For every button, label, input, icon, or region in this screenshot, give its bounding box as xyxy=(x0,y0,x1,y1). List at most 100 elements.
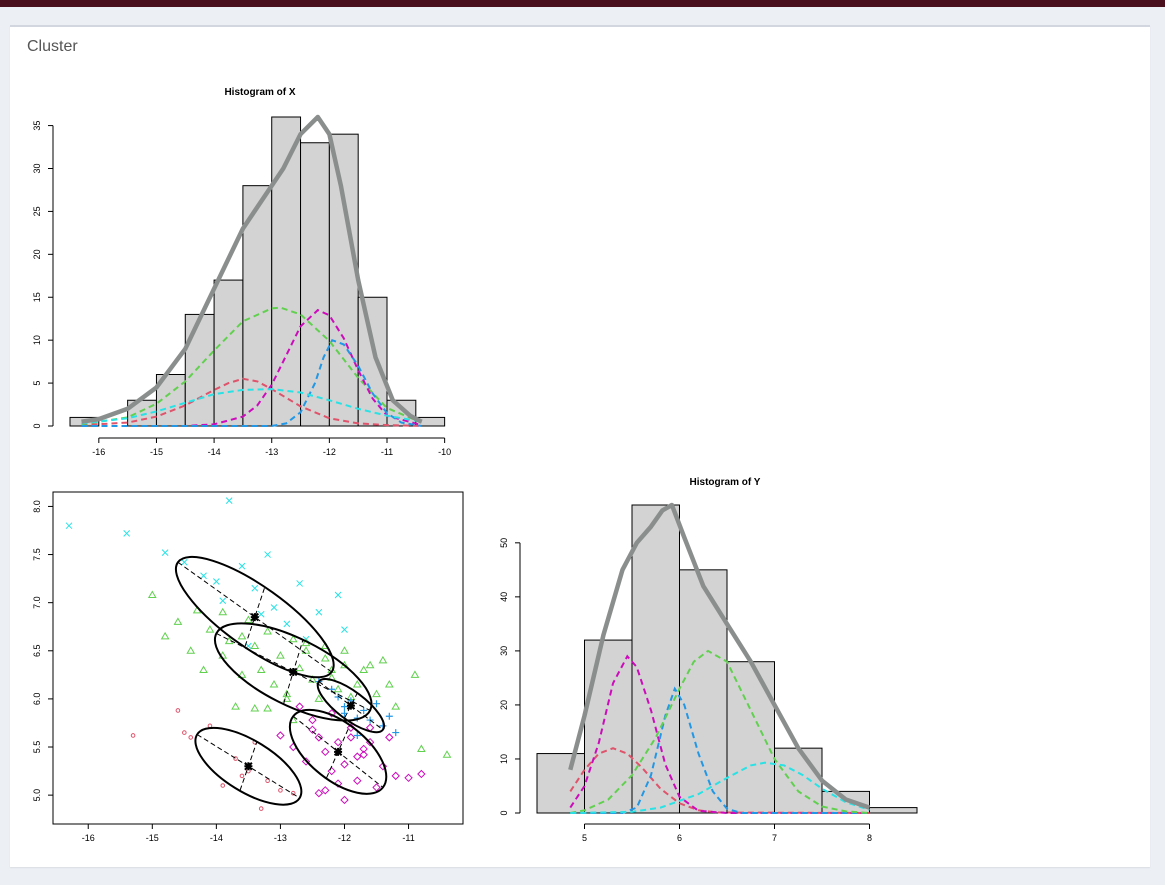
histogram-bar xyxy=(821,790,870,814)
point-green xyxy=(288,634,298,643)
x-tick-label: -13 xyxy=(274,833,287,843)
histogram-bar xyxy=(357,296,388,427)
y-tick-label: 40 xyxy=(499,592,509,602)
x-tick-label: -11 xyxy=(402,833,414,843)
point-green xyxy=(244,615,253,623)
point-magenta xyxy=(353,776,362,785)
point-magenta xyxy=(378,762,388,771)
histogram-bar xyxy=(184,313,215,427)
histogram-bar xyxy=(679,569,728,814)
point-green xyxy=(205,625,215,633)
y-tick-label: 20 xyxy=(499,700,509,710)
x-tick-label: -14 xyxy=(210,833,223,843)
point-green xyxy=(320,653,330,662)
point-magenta xyxy=(327,766,336,776)
point-magenta xyxy=(346,733,356,742)
point-green xyxy=(391,702,401,710)
point-green xyxy=(218,607,228,616)
cluster-center xyxy=(289,667,298,677)
total-density-curve xyxy=(81,114,423,424)
point-green xyxy=(333,684,343,693)
point-magenta xyxy=(314,788,324,798)
x-tick-label: 6 xyxy=(677,833,682,843)
point-magenta xyxy=(327,709,336,718)
point-red xyxy=(290,790,296,796)
cluster-scatter-plot: -16 -15 -14 -13 -12 -11 5.0 5.5 6.0 6.5 7.0 7.5 8.0 xyxy=(32,491,464,843)
histogram-x: Histogram of X -16 -15 -14 -13 -12 -11 -10 0 5 10… xyxy=(32,87,451,457)
point-cyan xyxy=(334,591,342,599)
x-tick-label: -14 xyxy=(208,447,221,457)
y-tick-label: 0 xyxy=(32,423,42,428)
point-red xyxy=(258,806,264,811)
x-tick-label: -10 xyxy=(438,447,451,457)
point-cyan xyxy=(341,626,348,633)
point-cyan xyxy=(251,584,259,592)
point-cyan xyxy=(65,522,73,530)
point-green xyxy=(340,646,349,654)
point-magenta xyxy=(321,786,330,795)
x-tick-label: 7 xyxy=(772,833,777,843)
x-tick-label: 5 xyxy=(582,833,587,843)
point-green xyxy=(301,646,311,654)
histogram-bar xyxy=(328,133,359,427)
histogram-bar xyxy=(271,116,302,427)
point-blue xyxy=(360,706,368,714)
histogram-bar xyxy=(584,639,633,814)
histogram-bar xyxy=(213,279,244,427)
y-tick-label: 30 xyxy=(32,163,42,173)
top-navbar xyxy=(0,0,1165,7)
point-magenta xyxy=(391,771,400,781)
point-cyan xyxy=(315,608,323,616)
x-tick-label: 8 xyxy=(867,833,872,843)
ellipse-minor-axis xyxy=(244,588,265,647)
y-tick-label: 5.5 xyxy=(32,741,42,754)
component-density-cyan xyxy=(570,761,870,814)
point-cyan xyxy=(213,578,220,585)
point-magenta xyxy=(417,769,426,779)
point-green xyxy=(250,641,260,649)
y-tick-label: 6.0 xyxy=(32,693,42,706)
y-tick-label: 5 xyxy=(32,381,42,386)
point-green xyxy=(282,689,292,698)
point-magenta xyxy=(404,773,413,783)
component-density-cyan xyxy=(81,388,422,425)
point-magenta xyxy=(340,795,349,805)
point-green xyxy=(263,704,272,712)
point-blue xyxy=(385,712,393,720)
point-cyan xyxy=(238,562,246,570)
point-cyan xyxy=(283,620,291,628)
point-magenta xyxy=(359,744,368,754)
point-green xyxy=(269,679,279,688)
point-red xyxy=(130,733,136,738)
x-tick-label: -13 xyxy=(265,447,278,457)
component-density-magenta xyxy=(569,654,870,814)
histogram-y-title: Histogram of Y xyxy=(690,477,761,488)
point-cyan xyxy=(161,549,169,556)
point-blue xyxy=(340,703,348,711)
y-tick-label: 35 xyxy=(32,121,42,131)
point-red xyxy=(239,773,245,779)
y-tick-label: 20 xyxy=(32,249,42,259)
point-green xyxy=(314,694,324,702)
ellipse-major-axis xyxy=(216,633,371,711)
point-cyan xyxy=(270,604,278,611)
point-green xyxy=(237,631,247,640)
point-green xyxy=(442,750,452,758)
point-cyan xyxy=(257,610,265,618)
histogram-x-title: Histogram of X xyxy=(224,87,295,98)
point-green xyxy=(384,679,394,688)
histogram-bar xyxy=(631,504,680,814)
point-red xyxy=(265,778,270,783)
y-tick-label: 25 xyxy=(32,206,42,216)
point-green xyxy=(160,631,170,640)
point-green xyxy=(256,665,266,674)
point-green xyxy=(410,670,420,678)
y-tick-label: 30 xyxy=(499,646,509,656)
point-green xyxy=(276,651,285,659)
point-magenta xyxy=(308,725,317,734)
box-title: Cluster xyxy=(27,38,78,55)
x-tick-label: -11 xyxy=(381,447,393,457)
point-cyan xyxy=(123,530,131,537)
point-green xyxy=(359,665,369,674)
